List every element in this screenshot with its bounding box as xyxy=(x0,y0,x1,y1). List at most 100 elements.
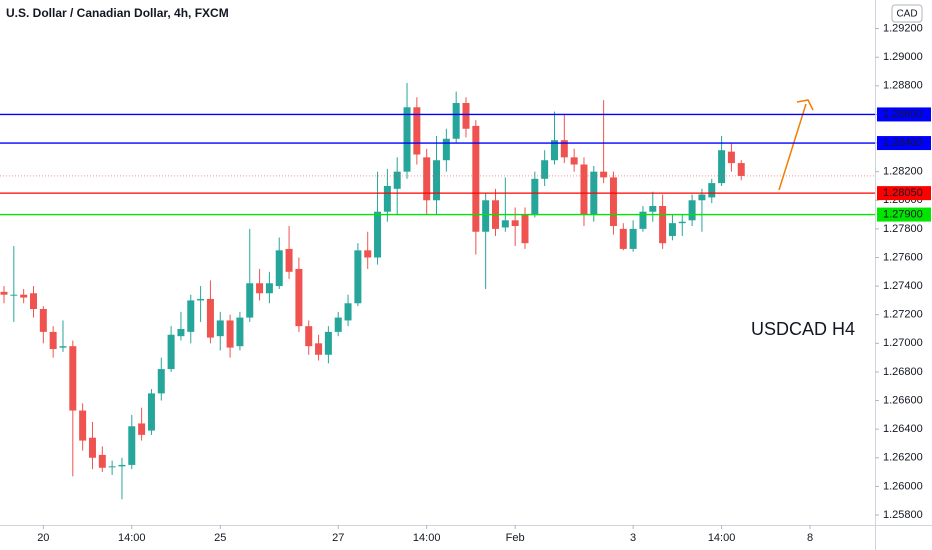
candle-body xyxy=(39,308,47,332)
candle-body xyxy=(118,464,126,467)
candle-body xyxy=(128,426,136,465)
y-tick-label: 1.27800 xyxy=(883,223,923,235)
x-tick-label: 25 xyxy=(214,532,226,544)
candle-body xyxy=(718,150,726,184)
y-tick-label: 1.27000 xyxy=(883,337,923,349)
candle-body xyxy=(521,214,529,244)
candle-body xyxy=(138,423,146,435)
level-label-box xyxy=(877,186,931,201)
candle-body xyxy=(541,160,549,179)
y-tick-label: 1.26400 xyxy=(883,423,923,435)
currency-box[interactable] xyxy=(891,4,923,23)
y-tick-label: 1.26200 xyxy=(883,452,923,464)
y-tick-label: 1.25800 xyxy=(883,509,923,521)
annotation: USDCAD H4 xyxy=(751,319,855,339)
candle-body xyxy=(433,160,441,201)
candle-body xyxy=(246,283,254,318)
candle-body xyxy=(659,205,667,244)
candle-body xyxy=(10,294,18,296)
y-tick-label: 1.28800 xyxy=(883,80,923,92)
level-label: 1.28050 xyxy=(883,187,923,199)
candle-body xyxy=(98,454,106,468)
candle-body xyxy=(315,343,323,355)
y-tick-label: 1.27600 xyxy=(883,251,923,263)
y-tick-label: 1.26600 xyxy=(883,394,923,406)
candle-body xyxy=(275,250,283,287)
candle-body xyxy=(334,317,342,332)
level-label-box xyxy=(877,107,931,122)
candle-body xyxy=(59,346,67,348)
candle-body xyxy=(600,171,608,178)
candle-body xyxy=(442,138,450,161)
candle-body xyxy=(69,346,77,411)
y-tick-label: 1.28200 xyxy=(883,166,923,178)
candle-body xyxy=(482,200,490,232)
candle-body xyxy=(256,283,264,294)
candle-body xyxy=(452,102,460,139)
candle-body xyxy=(324,331,332,355)
candle-body xyxy=(147,393,155,431)
candle-body xyxy=(206,298,214,338)
y-tick-label: 1.26800 xyxy=(883,366,923,378)
level-label-box xyxy=(877,207,931,222)
candle-body xyxy=(364,250,372,258)
candle-body xyxy=(678,221,686,224)
y-tick-label: 1.26000 xyxy=(883,480,923,492)
candle-body xyxy=(226,320,234,348)
candle-body xyxy=(108,466,116,468)
candle-body xyxy=(295,268,303,327)
candle-body xyxy=(187,300,195,332)
candle-body xyxy=(305,326,313,347)
candle-body xyxy=(531,178,539,215)
x-tick-label: Feb xyxy=(506,532,525,544)
candle-body xyxy=(29,293,37,309)
candle-body xyxy=(393,171,401,189)
x-tick-label: 8 xyxy=(807,532,813,544)
candle-body xyxy=(688,200,696,221)
candle-body xyxy=(737,163,745,176)
y-tick-label: 1.29200 xyxy=(883,23,923,35)
candle-body xyxy=(472,125,480,232)
x-tick-label: 27 xyxy=(332,532,344,544)
candle-body xyxy=(727,151,735,164)
candle-body xyxy=(20,294,28,298)
candle-body xyxy=(413,107,421,155)
candle-body xyxy=(708,183,716,198)
currency-label[interactable]: CAD xyxy=(896,9,917,20)
candle-body xyxy=(403,107,411,172)
x-tick-label: 14:00 xyxy=(118,532,146,544)
candle-body xyxy=(236,317,244,347)
candle-body xyxy=(177,329,185,337)
candle-body xyxy=(560,140,568,158)
arrow-head xyxy=(796,99,814,111)
candle-body xyxy=(609,177,617,227)
x-tick-label: 3 xyxy=(630,532,636,544)
candle-body xyxy=(629,228,637,249)
candle-body xyxy=(344,303,352,321)
candle-body xyxy=(383,185,391,212)
candle-body xyxy=(197,298,205,301)
candle-body xyxy=(374,211,382,258)
candle-body xyxy=(167,334,175,370)
candle-body xyxy=(423,157,431,201)
level-label: 1.28600 xyxy=(883,108,923,120)
candle-body xyxy=(88,437,96,458)
x-tick-label: 14:00 xyxy=(413,532,441,544)
candle-body xyxy=(639,211,647,229)
candle-body xyxy=(462,102,470,129)
candle-body xyxy=(49,331,57,350)
candle-body xyxy=(570,157,578,165)
x-tick-label: 20 xyxy=(37,532,49,544)
x-tick-label: 14:00 xyxy=(708,532,736,544)
candle-body xyxy=(157,369,165,394)
candle-body xyxy=(285,248,293,272)
candle-body xyxy=(0,291,8,295)
candle-body xyxy=(501,220,509,228)
candle-body xyxy=(216,320,224,337)
candle-body xyxy=(698,194,706,201)
level-label-box xyxy=(877,136,931,151)
candle-body xyxy=(580,164,588,215)
candle-body xyxy=(550,140,558,161)
